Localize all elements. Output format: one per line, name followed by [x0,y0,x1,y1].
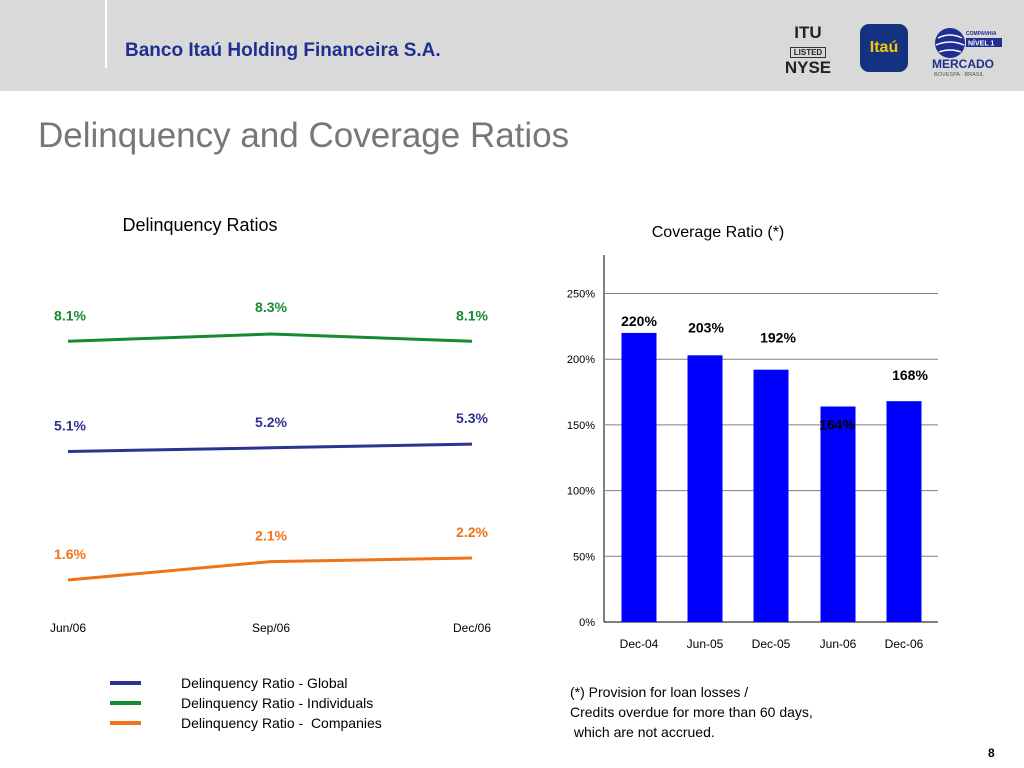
line-data-label: 8.1% [456,307,488,323]
itau-logo: Itaú [860,24,908,72]
x-tick-label: Jun/06 [50,621,86,635]
x-tick-label: Jun-05 [687,637,724,651]
itau-logo-text: Itaú [869,39,899,56]
y-tick-label: 250% [567,289,595,301]
legend-label: Delinquency Ratio - Individuals [181,695,373,711]
coverage-bar [687,355,723,622]
legend-label: Delinquency Ratio - Global [181,675,348,691]
x-tick-label: Jun-06 [820,637,857,651]
coverage-bar [621,332,657,622]
x-tick-label: Dec/06 [453,621,491,635]
y-tick-label: 200% [567,354,595,366]
y-tick-label: 50% [573,551,595,563]
footnote-line-2: Credits overdue for more than 60 days, [570,704,813,720]
line-chart-title: Delinquency Ratios [122,215,277,235]
itu-nyse-logo: ITU LISTED NYSE [780,23,836,77]
y-tick-label: 100% [567,486,595,498]
itu-logo-text: ITU [794,23,822,42]
itu-listed-text: LISTED [789,47,827,58]
footnote-line-3: which are not accrued. [570,724,715,740]
bar-data-label: 203% [688,319,724,335]
header-bar [0,0,1024,91]
page-number: 8 [988,746,995,760]
bar-data-label: 192% [760,330,796,346]
nivel-text: NÍVEL 1 [968,39,994,48]
mercado-small-text: COMPANHIA [966,31,997,37]
x-tick-label: Dec-04 [620,637,659,651]
coverage-bar-chart: Coverage Ratio (*) 0% 50% 100% 150% 200% 250%… [567,224,938,651]
x-tick-label: Sep/06 [252,621,290,635]
coverage-bar [753,369,789,622]
line-data-label: 5.3% [456,410,488,426]
y-tick-label: 0% [579,617,595,629]
line-data-label: 8.1% [54,307,86,323]
bar-data-label: 168% [892,367,928,383]
line-data-label: 2.1% [255,528,287,544]
bar-data-label: 220% [621,313,657,329]
coverage-bar [886,401,922,622]
nyse-logo-text: NYSE [784,58,832,77]
mercado-text: MERCADO [932,57,994,71]
bar-chart-title: Coverage Ratio (*) [652,224,785,241]
series-line-2 [67,556,473,582]
line-data-label: 2.2% [456,524,488,540]
bovespa-text: BOVESPA · BRASIL [934,72,984,78]
line-data-label: 1.6% [54,546,86,562]
line-data-label: 5.2% [255,414,287,430]
y-tick-label: 150% [567,420,595,432]
legend-label: Delinquency Ratio - Companies [181,715,382,731]
coverage-footnote: (*) Provision for loan losses / Credits … [570,684,813,740]
line-data-label: 8.3% [255,299,287,315]
header-divider [105,0,107,68]
nivel-badge [966,38,1002,47]
bovespa-mercado-logo: COMPANHIA NÍVEL 1 MERCADO BOVESPA · BRAS… [932,28,1002,78]
coverage-bar [820,406,856,622]
globe-lines-icon [935,34,965,53]
delinquency-line-chart: Delinquency Ratios 8.1% 8.3% 8.1% 5.1% 5.2% 5… [50,215,491,635]
series-line-1 [67,442,473,453]
line-data-label: 5.1% [54,418,86,434]
delinquency-legend: Delinquency Ratio - Global Delinquency Ra… [110,675,382,731]
page-title: Delinquency and Coverage Ratios [38,116,570,155]
bar-data-label: 164% [819,417,855,433]
company-name: Banco Itaú Holding Financeira S.A. [125,40,441,61]
footnote-line-1: (*) Provision for loan losses / [570,684,748,700]
x-tick-label: Dec-05 [752,637,791,651]
series-line-0 [67,332,473,343]
x-tick-label: Dec-06 [885,637,924,651]
